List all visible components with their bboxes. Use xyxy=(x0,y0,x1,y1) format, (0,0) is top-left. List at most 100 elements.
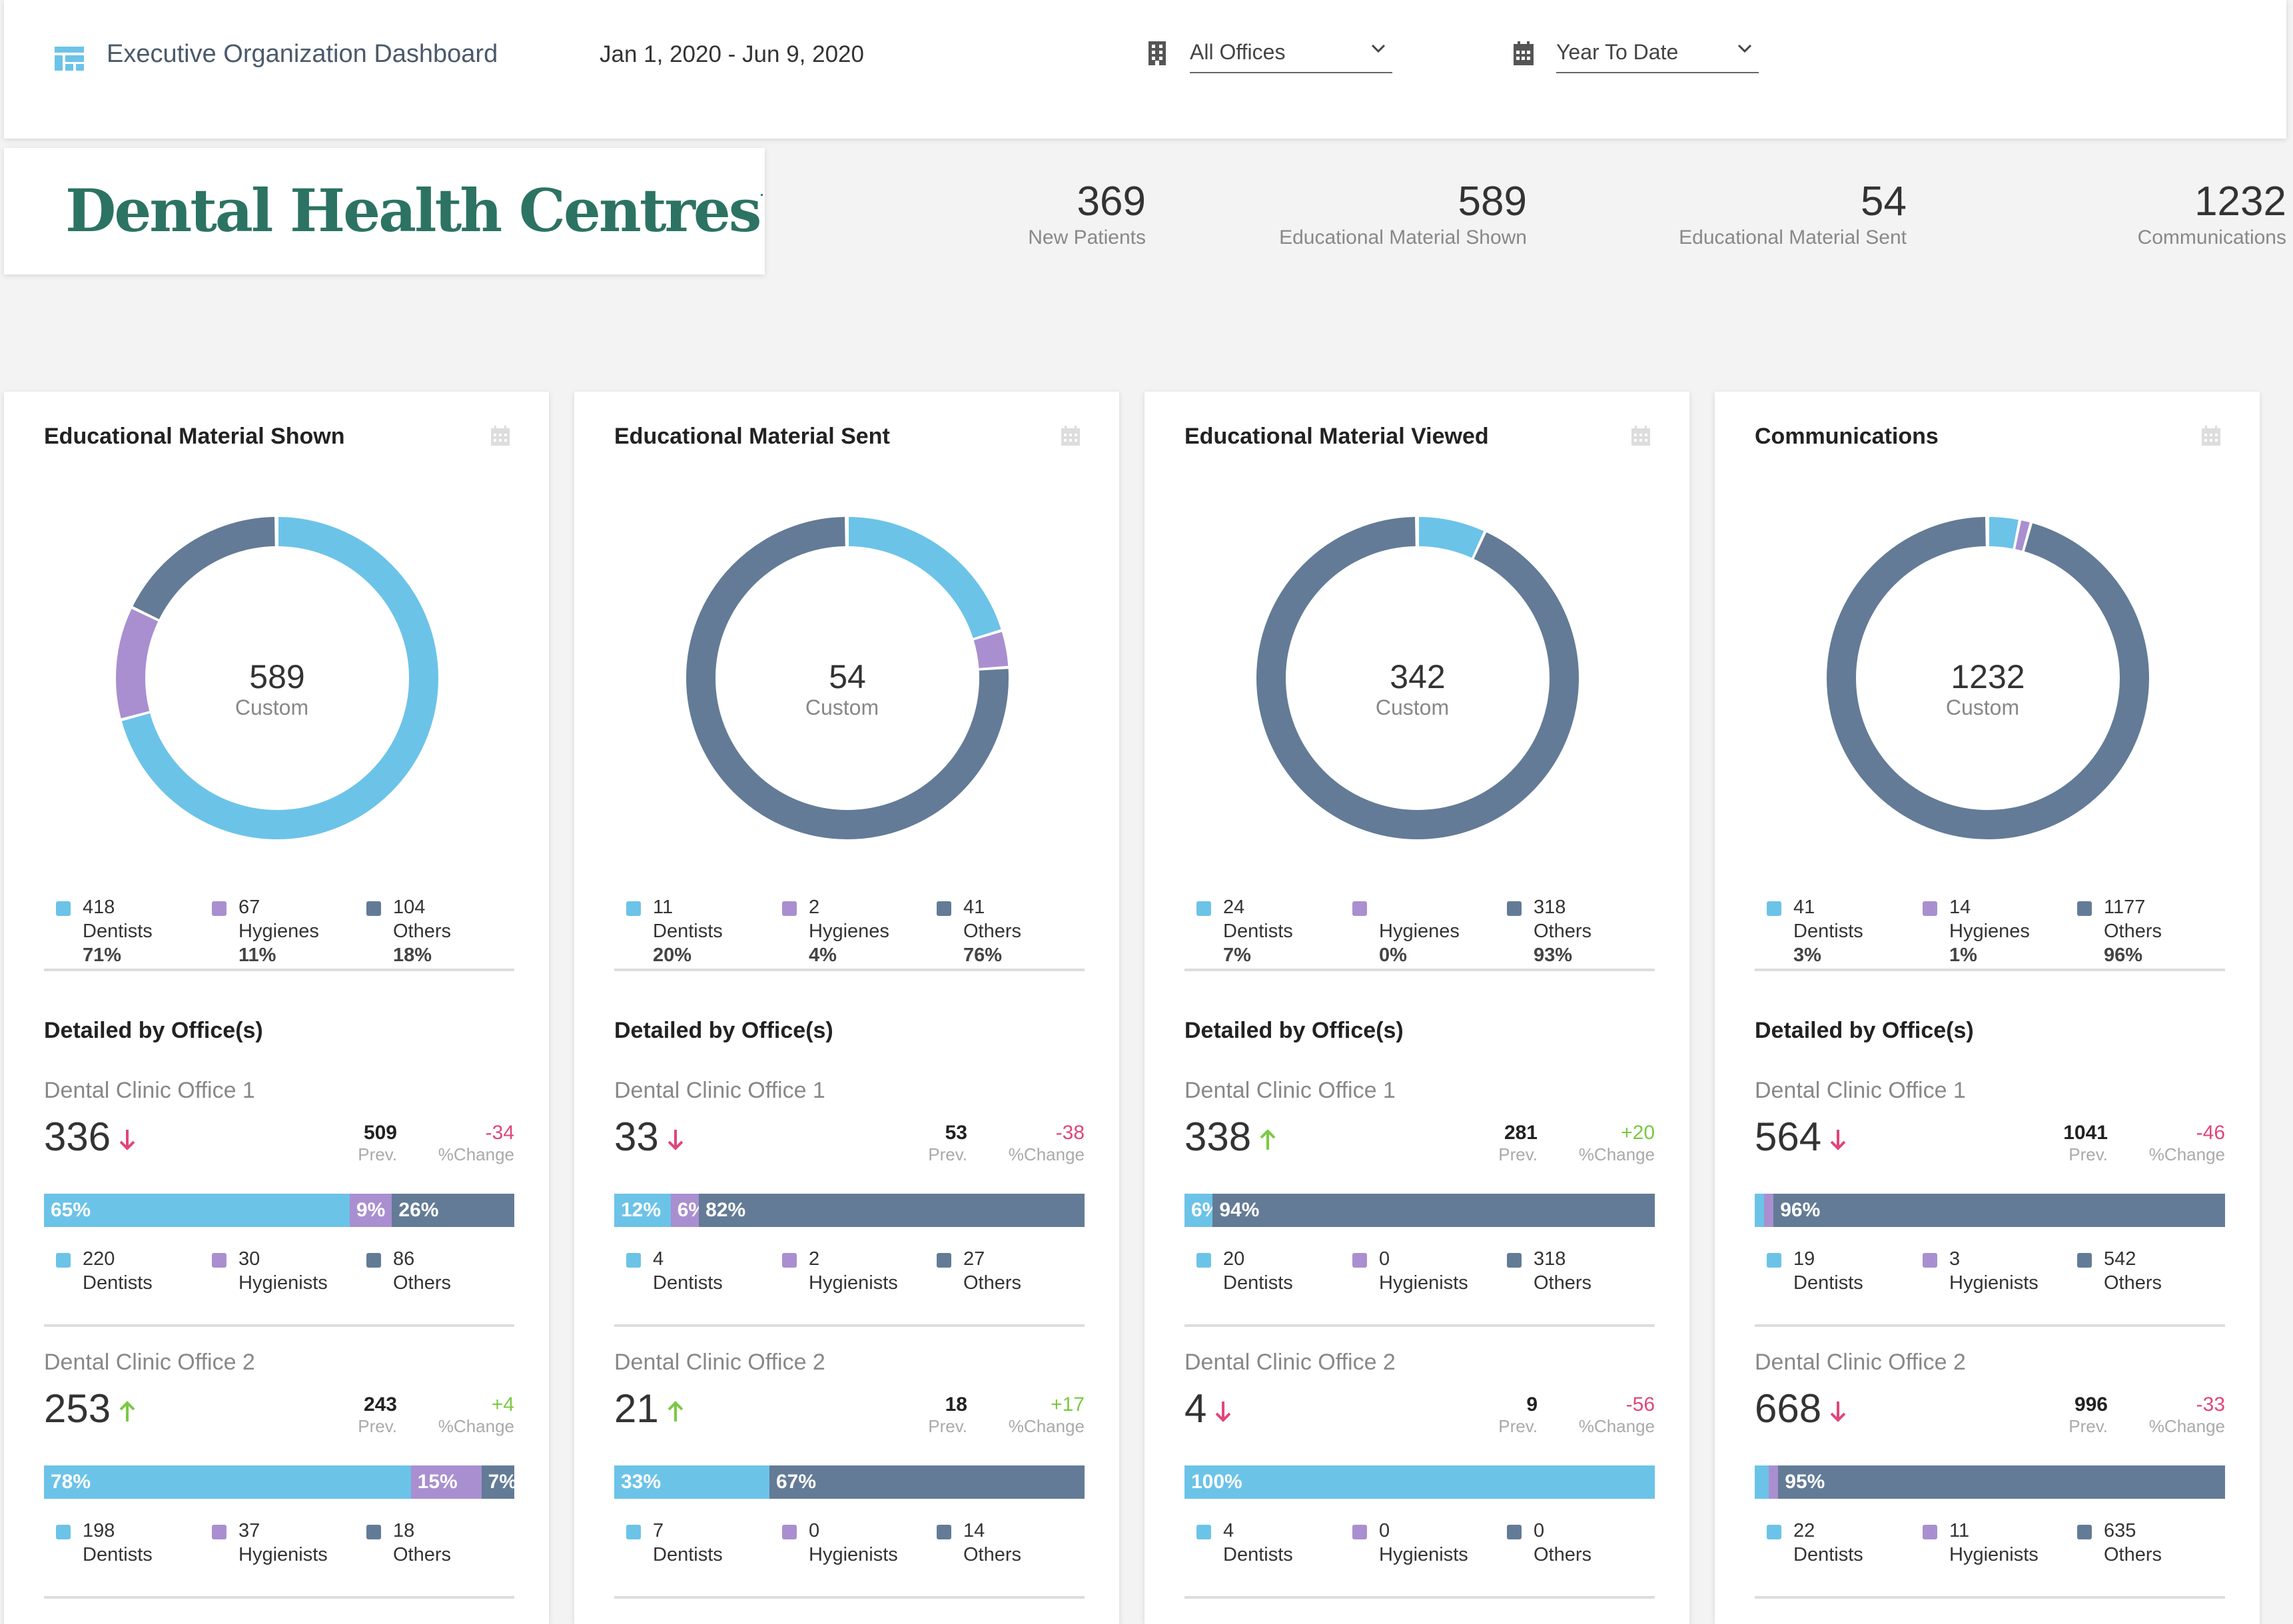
hygienists-swatch xyxy=(782,1525,797,1539)
legend-percent: 18% xyxy=(393,945,432,966)
previous-value: 509 Prev. xyxy=(358,1122,397,1165)
legend-value: 41 xyxy=(1793,897,1815,918)
legend-value: 20 xyxy=(1223,1248,1245,1270)
donut-slice-others[interactable] xyxy=(1827,517,2149,839)
legend-label: Hygienists xyxy=(1949,1272,2039,1294)
donut-total: 342 xyxy=(1390,658,1446,695)
others-swatch xyxy=(1507,1253,1522,1268)
calendar-icon xyxy=(1514,41,1534,65)
dentists-swatch xyxy=(626,1253,641,1268)
legend-value xyxy=(1379,895,1460,919)
others-swatch xyxy=(1507,901,1522,916)
legend-value: 19 xyxy=(1793,1248,1815,1270)
prev-number: 53 xyxy=(945,1122,967,1144)
donut-chart xyxy=(116,514,438,839)
stacked-bar: 96% xyxy=(1755,1194,2225,1227)
calendar-icon[interactable] xyxy=(1061,425,1081,446)
bar-segment-others: 82% xyxy=(699,1194,1085,1227)
legend-value: 2 xyxy=(809,897,820,918)
detail-title: Detailed by Office(s) xyxy=(44,1018,263,1043)
legend-value: 104 xyxy=(393,897,426,918)
legend-value: 24 xyxy=(1223,897,1245,918)
legend-value: 7 xyxy=(653,1520,664,1541)
legend-item-others: 104 Others 18% xyxy=(366,895,451,967)
bar-segment-hygienists: 15% xyxy=(410,1465,482,1499)
office-legend: 20 Dentists 0 Hygienists 318 Others xyxy=(1184,1238,1655,1327)
donut-legend: 418 Dentists 71% 67 Hygienes 11% 104 Oth… xyxy=(44,895,514,971)
hygienists-swatch xyxy=(212,1525,227,1539)
office-legend-others: 27 Others xyxy=(937,1247,1021,1295)
office-select[interactable]: All Offices xyxy=(1190,37,1392,73)
office-count: 33 xyxy=(614,1114,659,1159)
metric-card: Educational Material Sent 54 Custom 11 D… xyxy=(574,392,1119,1624)
metric-card: Educational Material Shown 589 Custom 41… xyxy=(4,392,549,1624)
dentists-swatch xyxy=(626,1525,641,1539)
dentists-swatch xyxy=(1196,901,1211,916)
period-select-value: Year To Date xyxy=(1556,40,1679,64)
office-legend: 220 Dentists 30 Hygienists 86 Others xyxy=(44,1238,514,1327)
legend-label: Dentists xyxy=(653,921,723,942)
others-swatch xyxy=(2077,901,2092,916)
legend-value: 18 xyxy=(393,1520,415,1541)
hygienists-swatch xyxy=(1923,901,1937,916)
bar-segment-hygienists xyxy=(1769,1465,1779,1499)
period-select[interactable]: Year To Date xyxy=(1556,37,1759,73)
donut-center: 1232 Custom xyxy=(1821,658,2154,720)
legend-label: Dentists xyxy=(83,1544,153,1565)
legend-label: Hygienists xyxy=(1379,1272,1468,1294)
hygienists-swatch xyxy=(1923,1525,1937,1539)
donut-slice-others[interactable] xyxy=(686,517,1009,839)
stacked-bar: 65% 9% 26% xyxy=(44,1194,514,1227)
donut-center: 342 Custom xyxy=(1251,658,1584,720)
office-legend-dentists: 198 Dentists xyxy=(56,1519,153,1567)
calendar-icon[interactable] xyxy=(1631,425,1651,446)
others-swatch xyxy=(1507,1525,1522,1539)
legend-percent: 0% xyxy=(1379,945,1407,966)
calendar-icon[interactable] xyxy=(490,425,510,446)
change-label: %Change xyxy=(2148,1416,2225,1436)
dentists-swatch xyxy=(1767,1253,1781,1268)
donut-label: Custom xyxy=(1375,695,1450,719)
legend-item-others: 1177 Others 96% xyxy=(2077,895,2162,967)
legend-value: 27 xyxy=(963,1248,985,1270)
change-label: %Change xyxy=(1008,1416,1085,1436)
office-count: 4 xyxy=(1184,1386,1207,1431)
dentists-swatch xyxy=(56,1525,71,1539)
calendar-icon[interactable] xyxy=(2201,425,2221,446)
arrow-down-icon xyxy=(119,1130,135,1150)
prev-label: Prev. xyxy=(358,1144,397,1164)
office-legend-hygienists: 2 Hygienists xyxy=(782,1247,898,1295)
metric-card: Communications 1232 Custom 41 Dentists 3… xyxy=(1715,392,2260,1624)
donut-label: Custom xyxy=(805,695,879,719)
office-row: Dental Clinic Office 2 4 9 Prev. -56 %Ch… xyxy=(1184,1350,1655,1617)
legend-value: 220 xyxy=(83,1248,115,1270)
donut-slice-others[interactable] xyxy=(1256,517,1579,839)
office-value: 253 xyxy=(44,1386,137,1431)
legend-item-hygienists: 14 Hygienes 1% xyxy=(1923,895,2030,967)
prev-label: Prev. xyxy=(358,1416,397,1436)
donut-chart xyxy=(686,514,1009,839)
legend-percent: 4% xyxy=(809,945,837,966)
legend-label: Dentists xyxy=(1793,921,1863,942)
office-row: Dental Clinic Office 2 668 996 Prev. -33… xyxy=(1755,1350,2225,1617)
office-legend: 4 Dentists 2 Hygienists 27 Others xyxy=(614,1238,1085,1327)
donut-legend: 24 Dentists 7% Hygienes 0% 318 Others 93… xyxy=(1184,895,1655,971)
legend-label: Others xyxy=(2104,1272,2162,1294)
legend-label: Others xyxy=(2104,1544,2162,1565)
change-label: %Change xyxy=(438,1144,514,1164)
office-row: Dental Clinic Office 2 21 18 Prev. +17 %… xyxy=(614,1350,1085,1617)
office-legend-hygienists: 37 Hygienists xyxy=(212,1519,328,1567)
kpi-communications: 1232 Communications xyxy=(2138,179,2286,249)
legend-item-others: 41 Others 76% xyxy=(937,895,1021,967)
change-number: -34 xyxy=(485,1122,514,1144)
office-name: Dental Clinic Office 2 xyxy=(1184,1350,1396,1375)
donut-slice-hygienes[interactable] xyxy=(116,517,438,839)
hygienists-swatch xyxy=(1352,901,1367,916)
prev-label: Prev. xyxy=(928,1416,967,1436)
prev-number: 996 xyxy=(2074,1394,2108,1416)
legend-value: 14 xyxy=(963,1520,985,1541)
donut-center: 54 Custom xyxy=(681,658,1014,720)
office-row: Dental Clinic Office 1 336 509 Prev. -34… xyxy=(44,1078,514,1346)
legend-label: Others xyxy=(393,1272,452,1294)
legend-item-dentists: 418 Dentists 71% xyxy=(56,895,153,967)
